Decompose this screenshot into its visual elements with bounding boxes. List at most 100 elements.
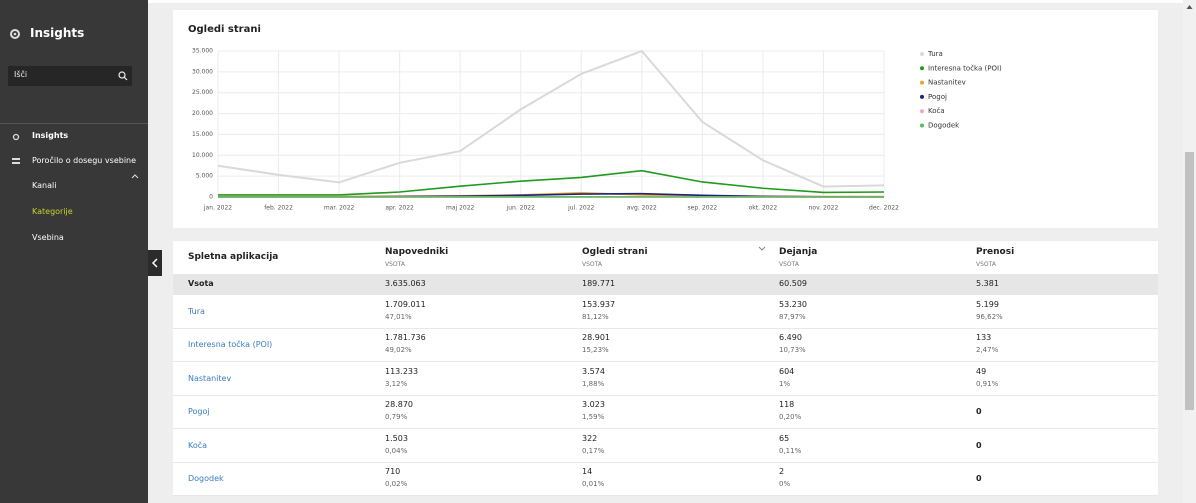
row-name[interactable]: Dogodek	[188, 474, 224, 483]
cell-share: 2,47%	[976, 346, 999, 355]
scroll-thumb[interactable]	[1185, 152, 1194, 410]
menu-icon	[12, 158, 20, 164]
legend-marker	[920, 94, 924, 99]
cell-value: 53.230	[779, 300, 807, 309]
cell-share: 3,12%	[385, 379, 408, 388]
column-sub: VSOTA	[976, 261, 996, 268]
cell-share: 0,04%	[385, 446, 408, 455]
cell-share: 1%	[779, 379, 791, 388]
sidebar: Insights Išči Insights Poročilo o dosegu …	[0, 0, 148, 503]
menu-item[interactable]: Vsebina	[32, 233, 64, 242]
cell-value: 28.901	[582, 333, 610, 343]
legend-marker	[920, 80, 924, 85]
column-header[interactable]: Prenosi	[976, 247, 1015, 257]
legend-marker	[920, 109, 924, 114]
cell-value: 6.490	[779, 333, 802, 343]
x-tick-label: avg. 2022	[627, 205, 657, 212]
cell-value: 65	[779, 433, 790, 443]
data-table: Spletna aplikacija Napovedniki VSOTA Ogledi…	[173, 241, 1158, 496]
search-box[interactable]: Išči	[8, 66, 132, 86]
search-icon	[118, 71, 128, 81]
cell-share: 96,62%	[976, 313, 1003, 321]
scrollbar[interactable]	[1183, 0, 1196, 503]
cell-value: 0	[976, 440, 982, 450]
legend-label: Tura	[927, 50, 943, 58]
x-tick-label: jul. 2022	[567, 205, 594, 212]
line-series	[217, 49, 885, 188]
sort-icon[interactable]	[758, 246, 766, 252]
total-value: 5.381	[976, 279, 999, 288]
column-sub: VSOTA	[385, 261, 405, 268]
cell-value: 1.503	[385, 433, 408, 443]
scroll-up	[1186, 5, 1193, 9]
column-header[interactable]: Napovedniki	[385, 247, 449, 257]
cell-share: 10,73%	[779, 346, 806, 355]
cell-value: 153.937	[582, 300, 616, 309]
row-name[interactable]: Koča	[188, 440, 208, 450]
menu-item[interactable]: Insights	[32, 131, 69, 140]
cell-value: 3.574	[582, 366, 605, 376]
menu-item[interactable]: Kategorije	[32, 207, 73, 216]
cell-share: 49,02%	[385, 346, 412, 355]
cell-share: 0,17%	[582, 446, 605, 455]
row-divider	[173, 361, 1158, 363]
total-value: 189.771	[582, 279, 616, 288]
cell-share: 0,20%	[779, 413, 802, 422]
cell-share: 1,88%	[582, 379, 605, 388]
x-tick-label: apr. 2022	[385, 205, 414, 212]
cell-value: 2	[779, 467, 785, 476]
column-header[interactable]: Dejanja	[779, 247, 818, 257]
row-name[interactable]: Tura	[188, 307, 205, 316]
legend-label: Pogoj	[928, 93, 947, 101]
x-tick-label: maj 2022	[446, 205, 475, 212]
row-name[interactable]: Pogoj	[188, 407, 210, 417]
divider	[0, 123, 148, 124]
column-header[interactable]: Ogledi strani	[582, 247, 648, 257]
cell-share: 47,01%	[385, 313, 412, 321]
cell-value: 28.870	[385, 400, 413, 410]
cell-share: 87,97%	[779, 313, 806, 321]
line-series	[218, 169, 885, 196]
menu-item[interactable]: Kanali	[32, 181, 57, 190]
cell-value: 604	[779, 366, 795, 376]
cell-value: 113.233	[385, 366, 419, 376]
chart-title: Ogledi strani	[188, 24, 261, 35]
cell-share: 0,11%	[779, 446, 802, 455]
search-placeholder: Išči	[14, 70, 28, 79]
column-header[interactable]: Spletna aplikacija	[188, 252, 279, 262]
collapse-chevron	[131, 174, 139, 179]
chart-card: Ogledi strani jan. 2022 feb. 2022 mar. 202…	[173, 10, 1158, 228]
row-divider	[173, 328, 1158, 329]
toggle-icon	[151, 258, 158, 268]
legend-marker	[920, 52, 924, 56]
y-tick-label: 35.000	[192, 48, 213, 55]
cell-value: 118	[779, 400, 795, 410]
y-tick-label: 25.000	[192, 89, 213, 96]
legend-label: Dogodek	[928, 122, 960, 130]
x-tick-label: feb. 2022	[264, 205, 293, 212]
legend-label: Koča	[928, 107, 945, 115]
total-value: 60.509	[779, 279, 807, 288]
cell-share: 15,23%	[582, 346, 609, 355]
row-divider	[173, 495, 1158, 496]
sidebar-toggle[interactable]	[148, 250, 162, 276]
y-tick-label: 30.000	[192, 68, 213, 75]
x-tick-label: jan. 2022	[203, 205, 232, 212]
total-value: 3.635.063	[385, 279, 426, 288]
x-tick-label: dec. 2022	[869, 205, 899, 212]
row-name[interactable]: Interesna točka (POI)	[188, 340, 273, 350]
row-divider	[173, 428, 1158, 430]
legend-label: Interesna točka (POI)	[928, 64, 1002, 72]
cell-share: 0%	[779, 480, 791, 488]
sidebar-title: Insights	[30, 26, 85, 40]
y-tick-label: 20.000	[192, 110, 213, 117]
y-tick-label: 10.000	[192, 152, 213, 159]
total-label: Vsota	[188, 279, 214, 288]
cell-value: 3.023	[582, 400, 605, 410]
menu-item[interactable]: Poročilo o dosegu vsebine	[32, 156, 137, 165]
cell-share: 0,02%	[385, 480, 408, 488]
x-tick-label: nov. 2022	[809, 205, 839, 212]
row-name[interactable]: Nastanitev	[188, 373, 232, 383]
cell-value: 49	[976, 366, 987, 376]
cell-value: 0	[976, 407, 982, 417]
